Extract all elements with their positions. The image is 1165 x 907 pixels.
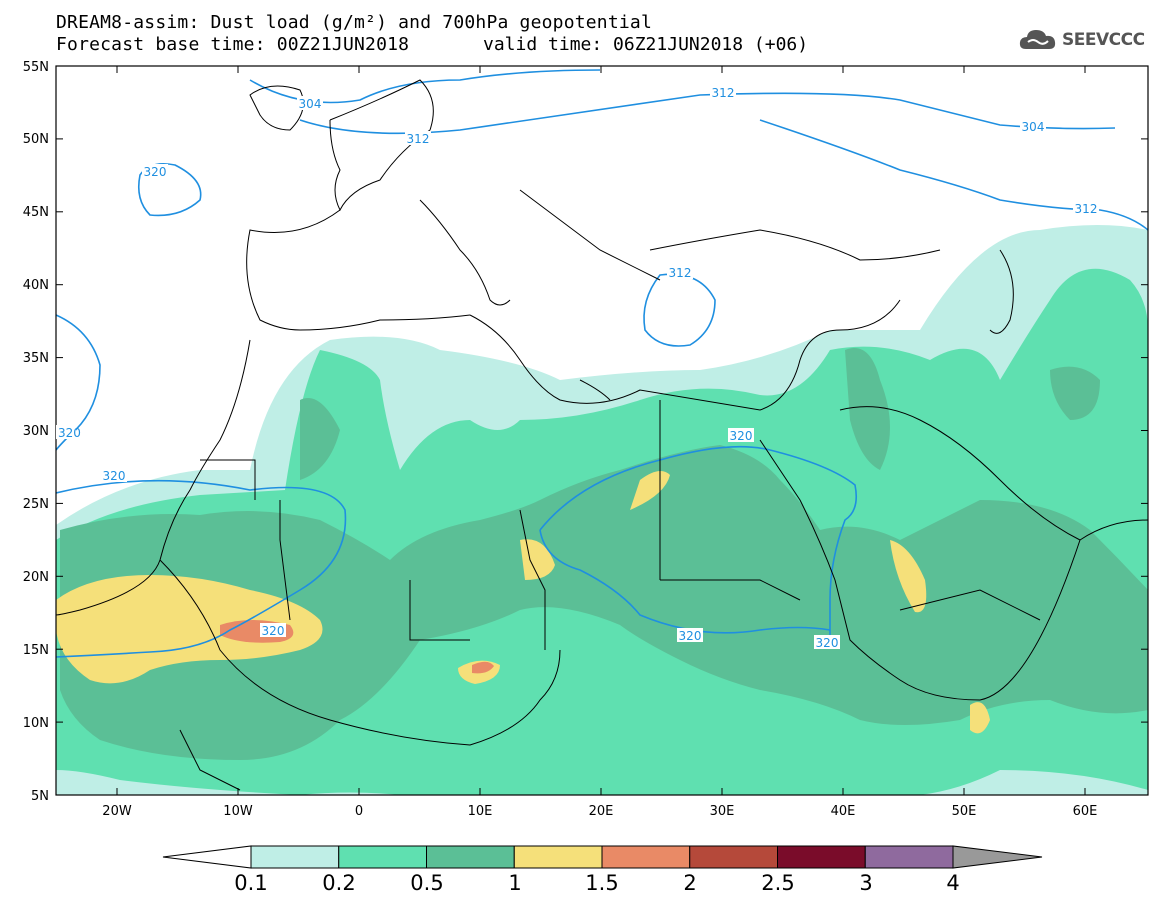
colorbar-segment (601, 845, 691, 869)
forecast-base-time: Forecast base time: 00Z21JUN2018 (56, 34, 410, 55)
contour-label: 312 (669, 266, 692, 280)
colorbar-label: 0.5 (410, 871, 443, 895)
lat-label: 5N (31, 789, 49, 804)
contour-label: 304 (1022, 120, 1045, 134)
longitude-labels: 20W 10W 0 10E 20E 30E 40E 50E 60E (102, 804, 1097, 819)
contour-label: 320 (679, 629, 702, 643)
colorbar-arrow-low (162, 845, 252, 869)
geopotential-contours (56, 69, 1148, 658)
lat-label: 20N (23, 570, 49, 585)
dust-fields (56, 69, 1148, 795)
colorbar-label: 2.5 (761, 871, 794, 895)
lon-label: 20W (102, 804, 132, 819)
contour-label: 312 (407, 132, 430, 146)
colorbar-segment (513, 845, 603, 869)
colorbar-segment (426, 845, 515, 869)
latitude-labels: 55N 50N 45N 40N 35N 30N 25N 20N 15N 10N … (23, 60, 49, 804)
contour-label: 320 (730, 429, 753, 443)
lat-label: 45N (23, 205, 49, 220)
colorbar-label: 2 (683, 871, 696, 895)
lat-label: 10N (23, 716, 49, 731)
lon-label: 0 (355, 804, 363, 819)
colorbar-label: 1 (508, 871, 521, 895)
cloud-icon (1019, 30, 1056, 49)
colorbar-segment (250, 845, 340, 869)
colorbar-segment (338, 845, 427, 869)
contour-label: 304 (299, 97, 322, 111)
contour-label: 320 (816, 636, 839, 650)
colorbar-segment (689, 845, 778, 869)
colorbar-segment (777, 845, 866, 869)
coastlines (56, 79, 1148, 791)
colorbar-segment (864, 845, 954, 869)
contour-label: 320 (58, 426, 81, 440)
colorbar-label: 1.5 (585, 871, 618, 895)
lat-label: 30N (23, 424, 49, 439)
colorbar-labels: 0.1 0.2 0.5 1 1.5 2 2.5 3 4 (234, 871, 959, 895)
lon-label: 10E (468, 804, 493, 819)
valid-time: valid time: 06Z21JUN2018 (+06) (483, 34, 809, 55)
lon-label: 40E (831, 804, 856, 819)
colorbar-label: 0.1 (234, 871, 267, 895)
contour-label: 320 (262, 624, 285, 638)
lon-label: 10W (223, 804, 253, 819)
colorbar-label: 4 (946, 871, 959, 895)
lat-label: 15N (23, 643, 49, 658)
lat-label: 35N (23, 351, 49, 366)
colorbar-label: 0.2 (322, 871, 355, 895)
contour-label: 320 (103, 469, 126, 483)
lat-label: 25N (23, 497, 49, 512)
colorbar-label: 3 (859, 871, 872, 895)
lat-label: 50N (23, 132, 49, 147)
map-title: DREAM8-assim: Dust load (g/m²) and 700hP… (56, 12, 652, 33)
lon-label: 50E (952, 804, 977, 819)
logo-text: SEEVCCC (1062, 30, 1145, 50)
lat-label: 40N (23, 278, 49, 293)
contour-labels: 304 312 312 320 312 320 320 320 320 304 … (56, 85, 1099, 650)
contour-label: 312 (1075, 202, 1098, 216)
colorbar-arrow-high (952, 845, 1043, 869)
lat-label: 55N (23, 60, 49, 75)
seevccc-logo: SEEVCCC (1018, 27, 1145, 53)
contour-label: 312 (712, 86, 735, 100)
lon-label: 20E (589, 804, 614, 819)
colorbar (162, 845, 1043, 869)
lon-label: 60E (1073, 804, 1098, 819)
contour-label: 320 (144, 165, 167, 179)
lon-label: 30E (710, 804, 735, 819)
